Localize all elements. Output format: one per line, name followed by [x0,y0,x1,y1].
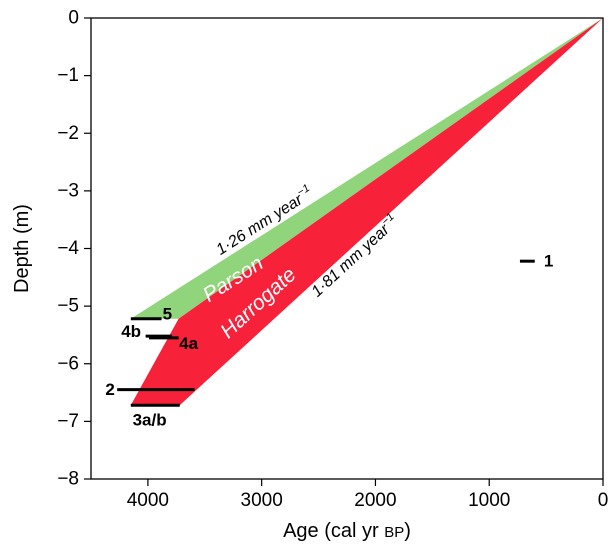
rate-label-exponent: −1 [295,182,312,199]
y-tick-label: −6 [57,353,79,374]
y-axis-ticks: 0 −1 −2 −3 −4 −5 −6 −7 −8 [57,8,91,490]
x-tick-label: 3000 [241,490,283,511]
x-axis-ticks: 4000 3000 2000 1000 0 [127,479,609,511]
sample-label-1: 1 [544,252,553,271]
sample-label-5: 5 [163,305,172,324]
y-tick-label: −3 [57,180,79,201]
y-tick-label: 0 [68,8,79,29]
y-axis-title: Depth (m) [11,204,33,293]
x-tick-label: 0 [598,490,609,511]
sample-label-2: 2 [105,380,114,399]
x-axis-title-main: Age (cal yr [283,520,384,542]
x-tick-label: 2000 [354,490,396,511]
y-tick-label: −7 [57,411,79,432]
region-parson [130,18,604,319]
y-tick-label: −5 [57,296,79,317]
x-axis-title: Age (cal yr BP) [283,520,411,542]
sample-label-4a: 4a [179,334,198,353]
x-tick-label: 1000 [468,490,510,511]
y-tick-label: −1 [57,65,79,86]
y-tick-label: −4 [57,238,79,259]
sample-label-4b: 4b [121,322,141,341]
region-harrogate [130,18,604,406]
samples-layer: 1 5 4b 4a 2 3a/b [105,252,553,430]
x-axis-title-unit: BP [384,524,404,541]
y-tick-label: −8 [57,469,79,490]
sample-label-3ab: 3a/b [133,411,167,430]
x-axis-title-close: ) [404,520,411,542]
x-tick-label: 4000 [127,490,169,511]
y-tick-label: −2 [57,123,79,144]
